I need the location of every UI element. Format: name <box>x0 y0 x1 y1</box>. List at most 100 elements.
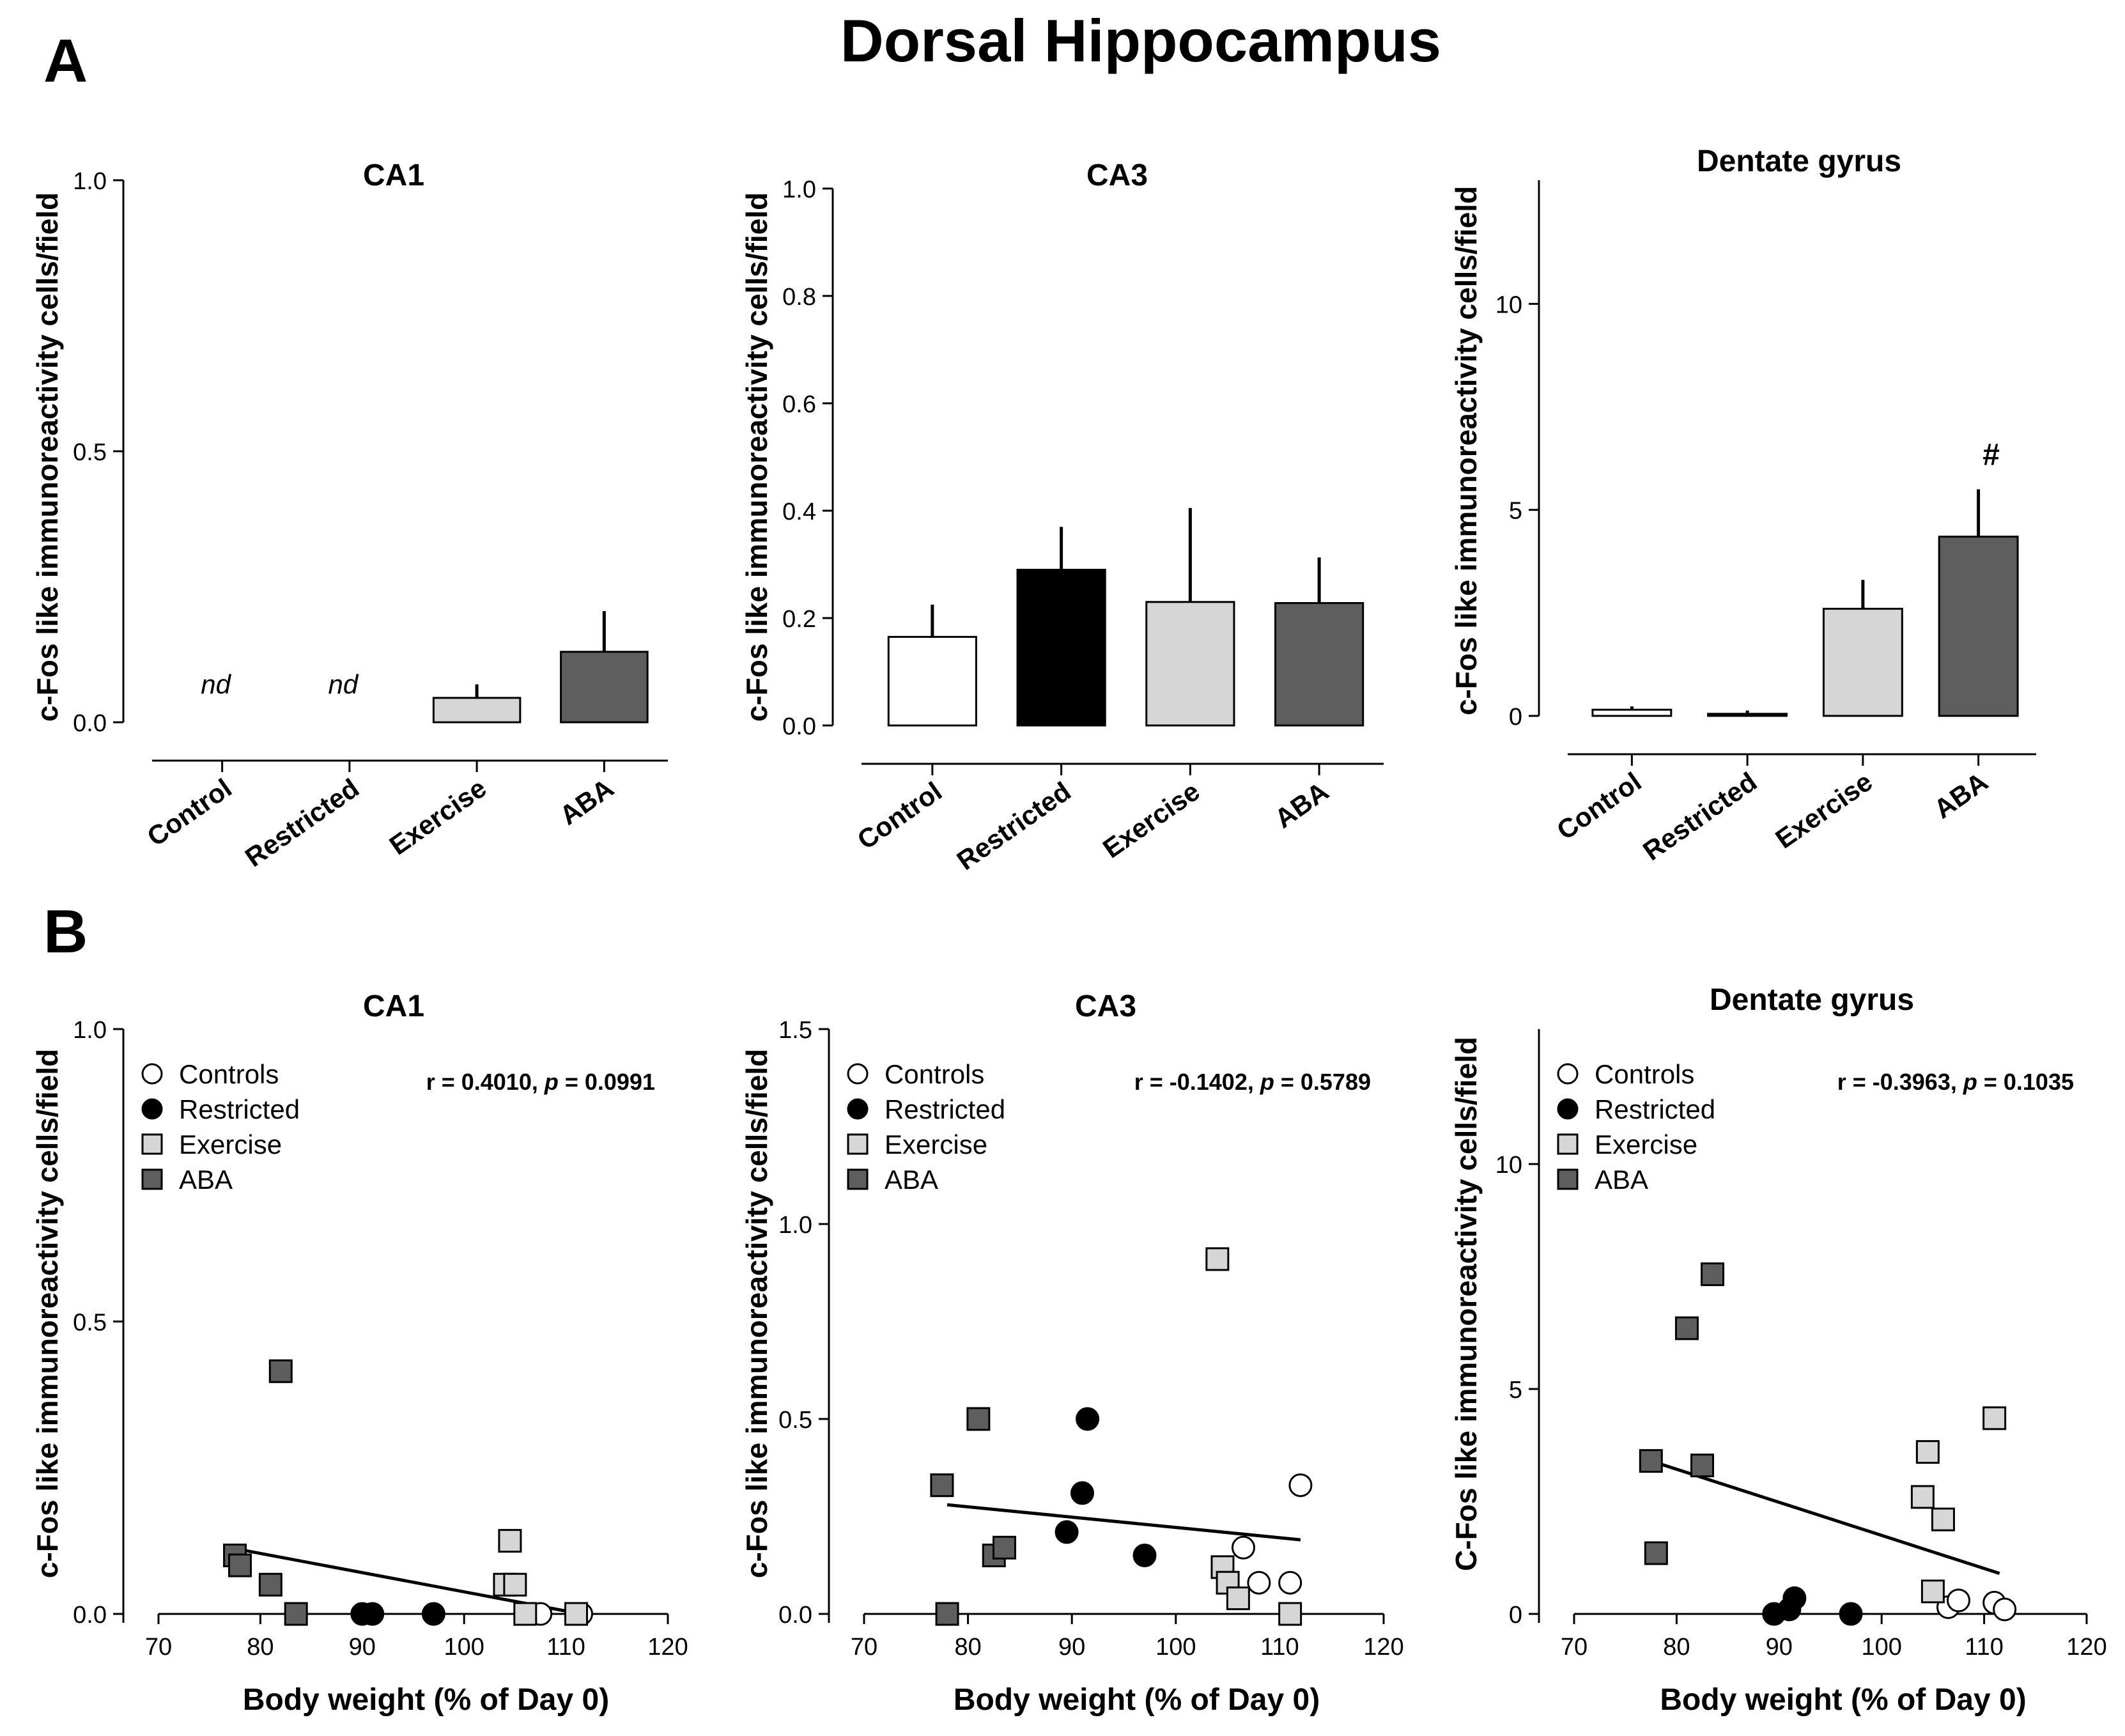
scatter-1-legend-label: ABA <box>179 1165 233 1195</box>
scatter-3-title: Dentate gyrus <box>1710 983 1914 1017</box>
bar-2-y-tick-label: 0.6 <box>782 391 816 418</box>
bar-1-y-axis-label: c-Fos like immunoreactivity cells/field <box>31 192 64 722</box>
scatter-2-y-tick-label: 0.5 <box>778 1407 812 1434</box>
scatter-1-point-aba <box>228 1553 252 1577</box>
scatter-2-stat-text: r = -0.1402, p = 0.5789 <box>1134 1069 1371 1095</box>
scatter-3-legend-label: Exercise <box>1595 1129 1697 1159</box>
scatter-3-point-restricted <box>1782 1586 1807 1610</box>
scatter-3-point-aba <box>1639 1449 1663 1473</box>
scatter-3-legend-label: ABA <box>1595 1165 1648 1195</box>
scatter-2-point-aba <box>993 1535 1017 1560</box>
bar-1-x-tick-label: Restricted <box>240 773 364 872</box>
scatter-1-legend-marker <box>141 1063 163 1085</box>
scatter-1-y-tick-label: 0.5 <box>73 1310 107 1337</box>
scatter-3-point-aba <box>1701 1262 1725 1287</box>
scatter-3-y-tick-label: 5 <box>1509 1377 1522 1404</box>
bar-3-x-tick-label: Control <box>1551 766 1646 846</box>
scatter-2-legend-label: ABA <box>885 1165 938 1195</box>
scatter-3-y-tick-label: 10 <box>1495 1152 1522 1179</box>
figure-title: Dorsal Hippocampus <box>840 7 1441 74</box>
scatter-1-point-restricted <box>360 1602 385 1626</box>
scatter-1-x-tick-label: 120 <box>647 1634 688 1661</box>
bar-2-x-tick-label: Control <box>852 776 947 855</box>
bar-2-y-tick-label: 0.4 <box>782 499 816 525</box>
scatter-1-x-tick-label: 90 <box>349 1634 376 1661</box>
scatter-2-x-tick-label: 120 <box>1363 1634 1403 1661</box>
bar-2-x-tick-label: ABA <box>1269 776 1334 834</box>
scatter-1-y-tick-label: 1.0 <box>73 1017 107 1044</box>
scatter-2-point-exercise <box>1278 1602 1302 1626</box>
scatter-1-point-exercise <box>564 1602 589 1626</box>
scatter-1-legend-marker <box>141 1133 163 1155</box>
scatter-3-x-tick-label: 120 <box>2066 1634 2106 1661</box>
scatter-3-x-tick-label: 110 <box>1965 1634 2004 1661</box>
scatter-3-x-tick-label: 100 <box>1861 1634 1901 1661</box>
scatter-2-point-controls <box>1288 1473 1313 1498</box>
scatter-1-legend-label: Exercise <box>179 1129 282 1159</box>
bar-3-bar <box>1822 607 1903 717</box>
scatter-1-legend-label: Controls <box>179 1059 279 1089</box>
scatter-3-point-exercise <box>1931 1507 1955 1531</box>
scatter-2-x-tick-label: 80 <box>954 1634 981 1661</box>
scatter-2-x-tick-label: 70 <box>851 1634 877 1661</box>
bar-2-x-tick-label: Restricted <box>952 776 1076 876</box>
scatter-3-legend-marker <box>1557 1063 1579 1085</box>
scatter-2-point-restricted <box>1132 1544 1157 1567</box>
scatter-2-point-aba <box>966 1407 991 1431</box>
bar-3-x-tick-label: Restricted <box>1637 766 1762 866</box>
scatter-2-legend-marker <box>847 1133 869 1155</box>
scatter-1-legend-marker <box>141 1168 163 1190</box>
bar-1-bar <box>560 651 649 724</box>
scatter-3-x-tick-label: 80 <box>1663 1634 1690 1661</box>
scatter-2-point-controls <box>1278 1570 1302 1595</box>
scatter-1-x-tick-label: 100 <box>444 1634 484 1661</box>
scatter-3-point-controls <box>1947 1588 1970 1613</box>
scatter-3-stat-text: r = -0.3963, p = 0.1035 <box>1837 1069 2074 1095</box>
scatter-3-point-aba <box>1690 1453 1714 1478</box>
bar-1-x-tick-label: ABA <box>554 773 619 831</box>
bar-2-x-tick-label: Exercise <box>1097 776 1205 864</box>
scatter-1-point-exercise <box>503 1572 527 1597</box>
scatter-2-y-tick-label: 1.0 <box>778 1212 812 1239</box>
scatter-1-x-axis-label: Body weight (% of Day 0) <box>243 1683 609 1717</box>
bar-3-y-axis-label: c-Fos like immunoreactivity cells/field <box>1449 186 1483 715</box>
bar-2-bar <box>1016 568 1106 727</box>
scatter-3-legend-marker <box>1557 1098 1579 1120</box>
bar-3-title: Dentate gyrus <box>1697 144 1901 178</box>
scatter-2-point-restricted <box>1076 1407 1100 1431</box>
bar-2-y-axis-label: c-Fos like immunoreactivity cells/field <box>740 192 773 722</box>
scatter-1-point-aba <box>268 1359 293 1383</box>
scatter-2-legend-label: Restricted <box>885 1094 1005 1124</box>
bar-1-y-tick-label: 0.0 <box>73 710 107 737</box>
bar-1-y-tick-label: 1.0 <box>73 168 107 195</box>
scatter-3-point-aba <box>1644 1541 1668 1565</box>
scatter-2-x-tick-label: 110 <box>1260 1634 1299 1661</box>
scatter-2-point-restricted <box>1055 1520 1079 1544</box>
scatter-2-point-aba <box>930 1473 954 1498</box>
scatter-3-regression-line <box>1650 1459 2000 1576</box>
scatter-1-legend-marker <box>141 1098 163 1120</box>
scatter-3-x-tick-label: 70 <box>1561 1634 1588 1661</box>
scatter-3-legend-label: Controls <box>1595 1059 1694 1089</box>
scatter-2-title: CA3 <box>1075 989 1136 1023</box>
bar-3-bar <box>1591 708 1673 717</box>
scatter-1-x-tick-label: 110 <box>546 1634 585 1661</box>
bar-1-bar <box>432 697 522 724</box>
scatter-2-point-controls <box>1231 1535 1255 1560</box>
scatter-2-legend-marker <box>847 1098 869 1120</box>
scatter-3-point-exercise <box>1920 1579 1945 1604</box>
bar-3-y-tick-label: 10 <box>1495 291 1522 318</box>
scatter-2-x-tick-label: 90 <box>1058 1634 1085 1661</box>
bar-2-y-tick-label: 1.0 <box>782 176 816 203</box>
scatter-3-point-exercise <box>1910 1485 1935 1509</box>
scatter-2-x-axis-label: Body weight (% of Day 0) <box>954 1683 1320 1717</box>
bar-2-bar <box>1274 601 1364 727</box>
scatter-1-stat-text: r = 0.4010, p = 0.0991 <box>426 1069 655 1095</box>
scatter-3-y-axis-label: C-Fos like immunoreactivity cells/field <box>1449 1037 1483 1571</box>
scatter-1-y-tick-label: 0.0 <box>73 1602 107 1629</box>
scatter-3-point-aba <box>1674 1316 1699 1340</box>
scatter-2-point-exercise <box>1226 1586 1250 1611</box>
scatter-2-legend-label: Exercise <box>885 1129 987 1159</box>
scatter-1-point-exercise <box>498 1529 522 1553</box>
scatter-1-x-tick-label: 70 <box>145 1634 172 1661</box>
